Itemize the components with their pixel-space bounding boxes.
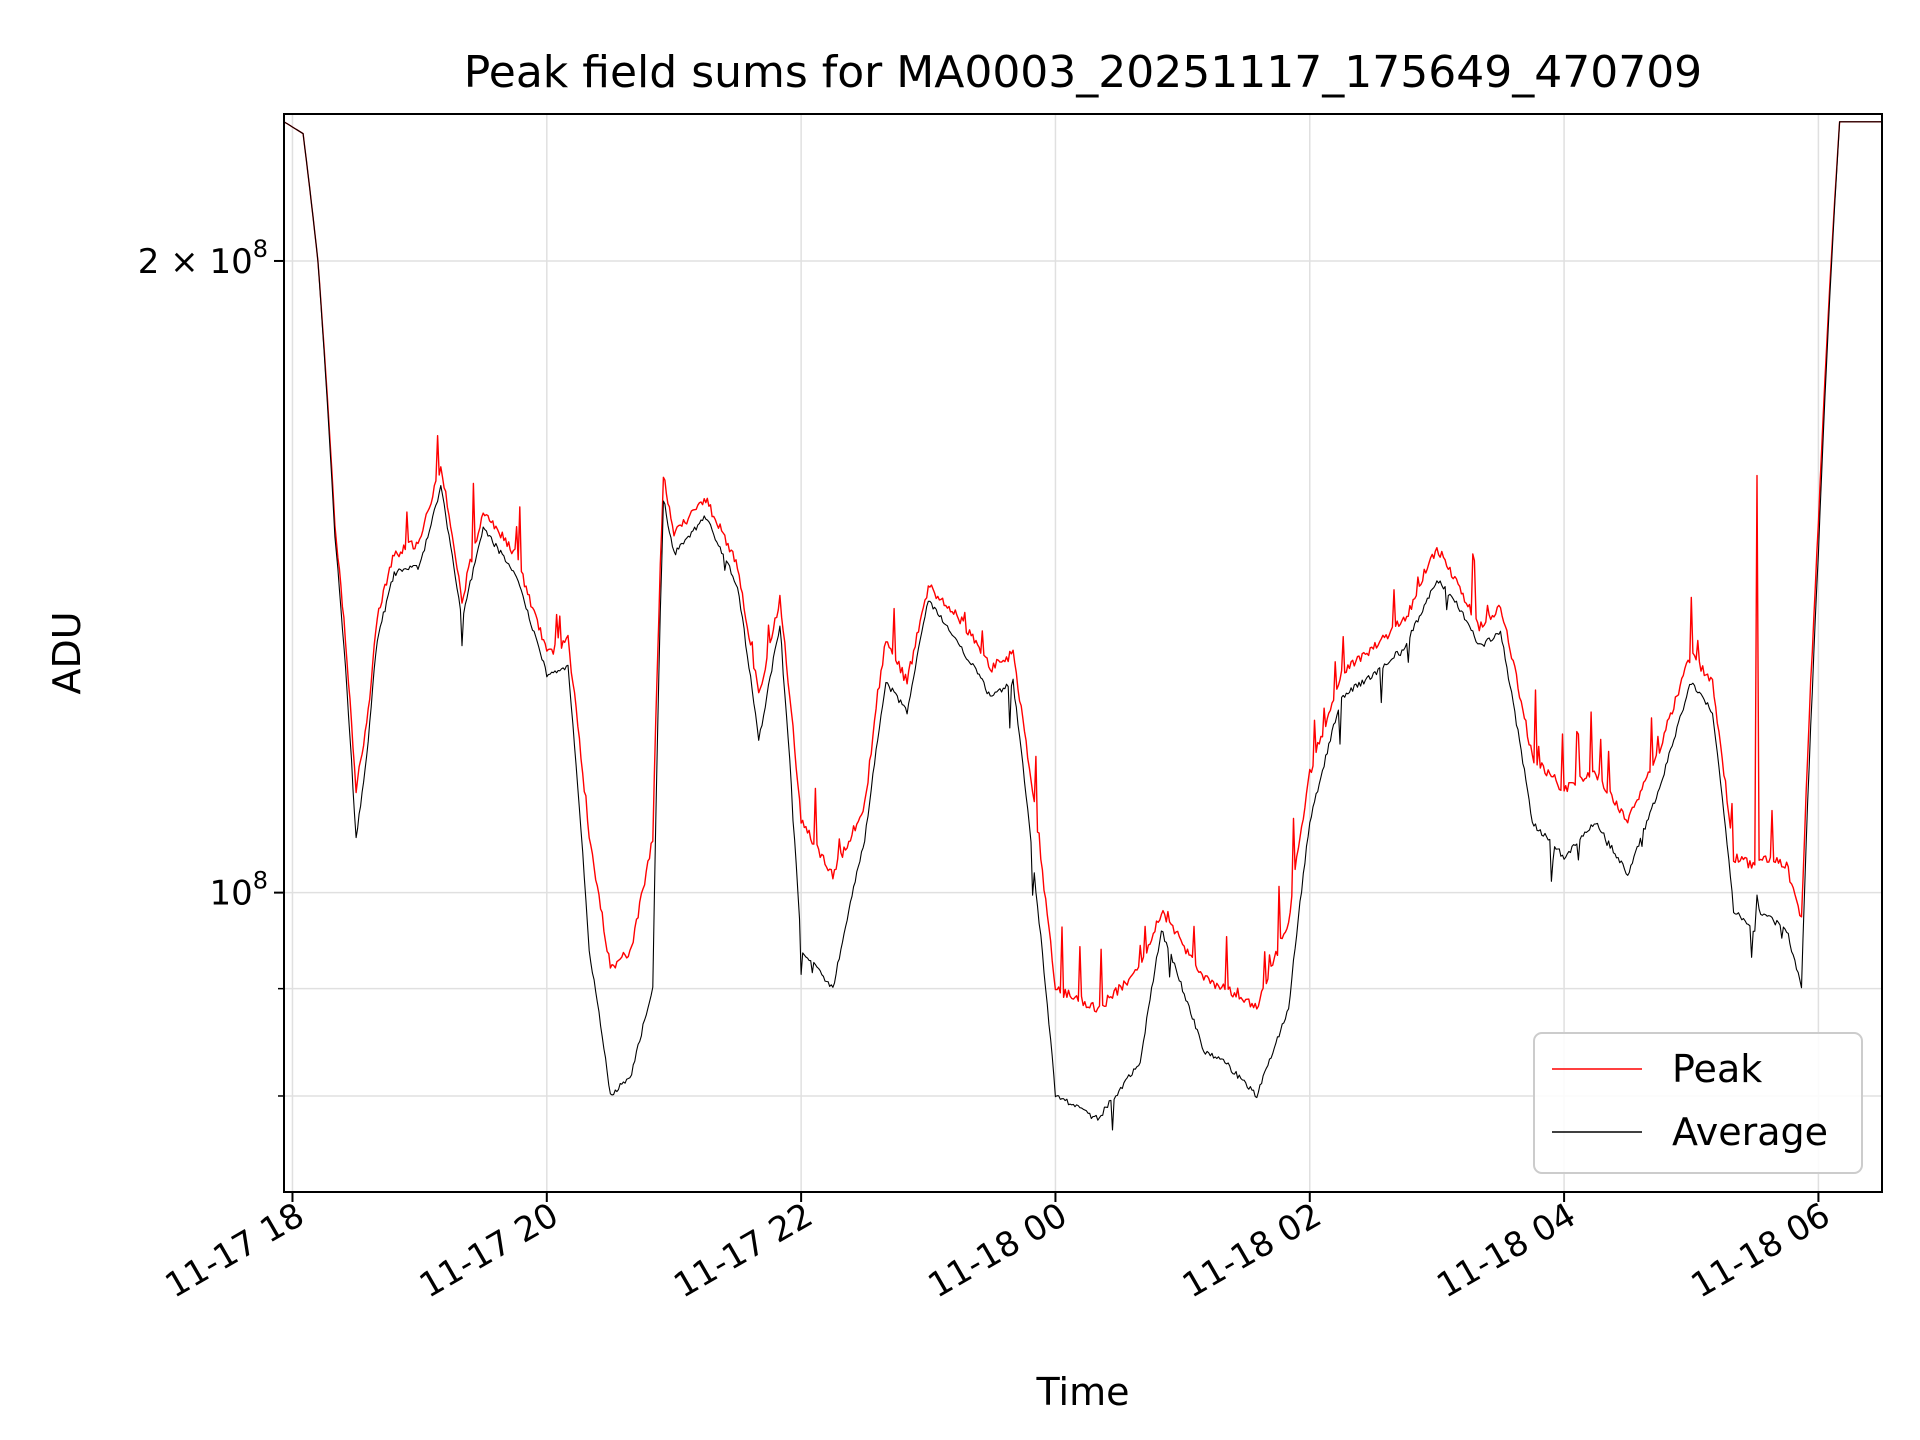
legend: Peak Average	[1533, 1032, 1863, 1174]
series-layer	[284, 121, 1882, 1131]
legend-box	[1533, 1032, 1863, 1174]
y-tick-mantissa: 2 × 10	[138, 242, 253, 282]
y-tick-mantissa: 10	[209, 874, 252, 914]
legend-label-average: Average	[1672, 1110, 1828, 1154]
plot-area	[284, 114, 1882, 1192]
series-line-average	[284, 121, 1882, 1131]
series-line-peak	[284, 121, 1882, 1013]
y-tick-label: 2 × 108	[138, 235, 268, 282]
legend-label-peak: Peak	[1672, 1047, 1762, 1091]
y-tick-exponent: 8	[253, 235, 268, 263]
x-axis-label: Time	[1036, 1370, 1130, 1414]
chart-title: Peak field sums for MA0003_20251117_1756…	[464, 47, 1702, 98]
y-tick-label: 108	[209, 867, 268, 914]
y-tick-exponent: 8	[253, 867, 268, 895]
y-axis-label: ADU	[45, 611, 89, 694]
plot-frame	[283, 113, 1883, 1193]
